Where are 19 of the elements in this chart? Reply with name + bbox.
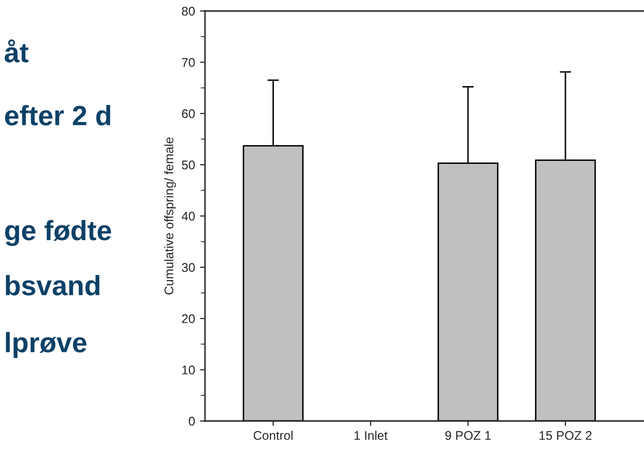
y-tick-label: 0 [188,416,195,426]
x-tick-label: 9 POZ 1 [445,431,491,440]
y-tick-label: 70 [182,58,195,67]
y-tick-label: 80 [182,6,195,16]
y-axis-title: Cumulative offspring/ female [164,137,176,294]
text: ge fødte [5,220,112,246]
text: åt [4,39,28,62]
x-tick-label: 1 Inlet [354,430,388,440]
y-tick-label: 60 [182,109,195,118]
text: bsvand [6,275,100,296]
y-tick-label: 40 [182,212,195,221]
y-tick-label: 10 [182,366,195,374]
x-tick-label: 15 POZ 2 [540,431,592,440]
y-tick-label: 30 [182,263,195,272]
y-tick-label: 50 [182,160,195,170]
x-tick-label: Control [254,430,292,440]
text: efter 2 d [5,105,110,126]
text: lprøve [6,332,86,358]
y-tick-label: 20 [182,314,195,324]
